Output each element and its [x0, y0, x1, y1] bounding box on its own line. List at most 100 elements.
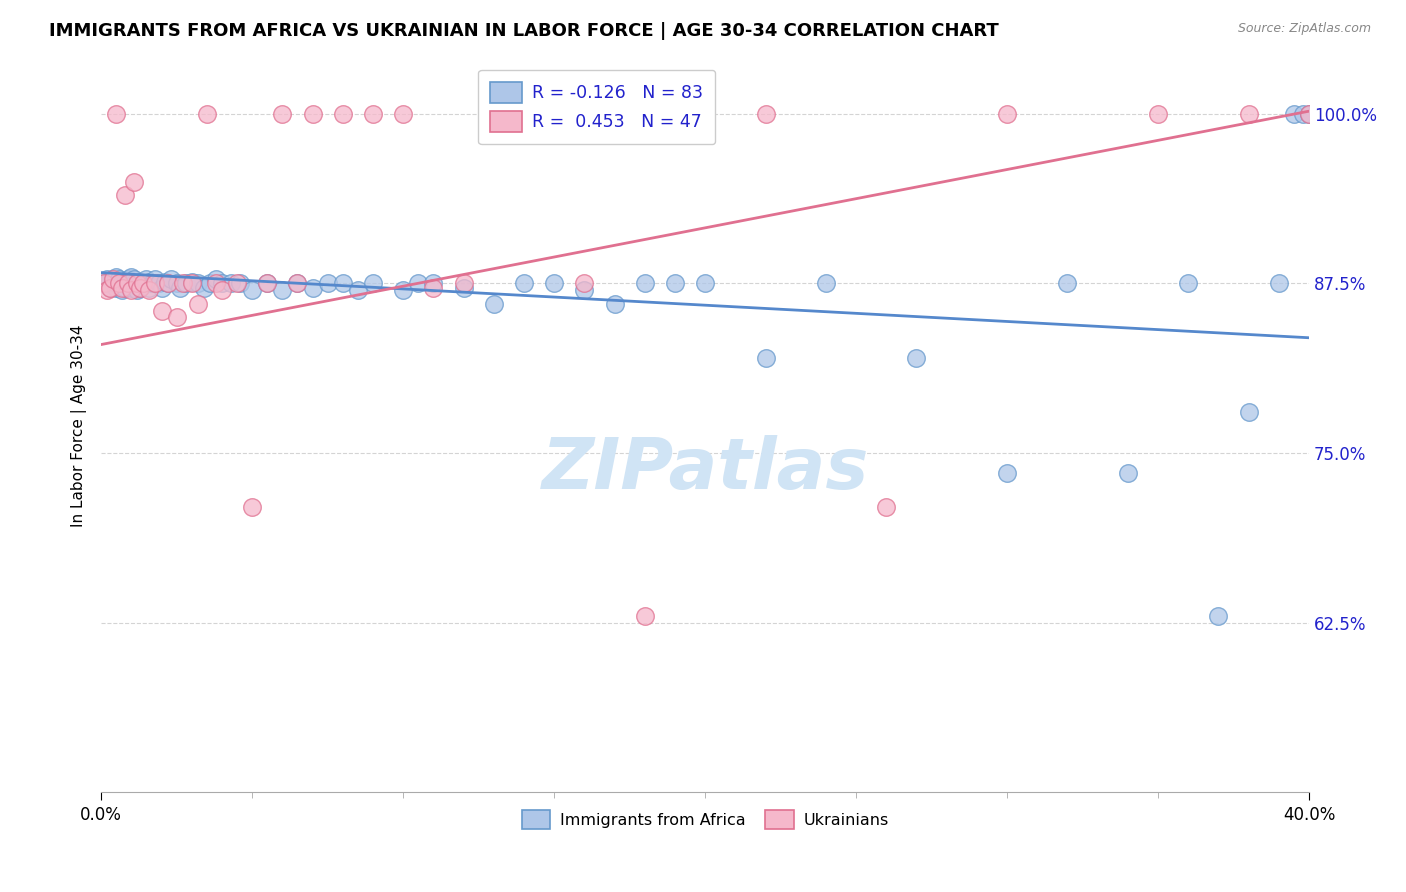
Point: [153, 275, 176, 289]
Point: [93, 277, 115, 291]
Point: [108, 277, 131, 291]
Point: [180, 277, 202, 291]
Point: [875, 500, 897, 515]
Point: [124, 272, 146, 286]
Point: [132, 277, 155, 291]
Point: [127, 277, 149, 291]
Point: [195, 107, 218, 121]
Point: [543, 277, 565, 291]
Point: [634, 608, 657, 623]
Point: [219, 277, 242, 291]
Point: [664, 277, 686, 291]
Point: [98, 280, 121, 294]
Point: [145, 277, 167, 291]
Point: [1237, 405, 1260, 419]
Point: [754, 107, 776, 121]
Point: [180, 275, 202, 289]
Point: [124, 277, 146, 291]
Point: [96, 283, 118, 297]
Point: [93, 277, 115, 291]
Point: [120, 269, 142, 284]
Point: [141, 277, 163, 291]
Point: [453, 280, 475, 294]
Point: [108, 272, 131, 286]
Point: [129, 275, 152, 289]
Point: [187, 277, 209, 291]
Point: [120, 280, 142, 294]
Point: [814, 277, 837, 291]
Point: [120, 283, 142, 297]
Point: [166, 310, 188, 325]
Y-axis label: In Labor Force | Age 30-34: In Labor Force | Age 30-34: [72, 325, 87, 527]
Point: [574, 277, 596, 291]
Point: [1056, 277, 1078, 291]
Point: [193, 280, 215, 294]
Point: [543, 107, 565, 121]
Point: [105, 277, 128, 291]
Point: [603, 297, 626, 311]
Point: [634, 277, 657, 291]
Point: [361, 107, 384, 121]
Point: [301, 107, 323, 121]
Point: [482, 297, 505, 311]
Point: [96, 272, 118, 286]
Point: [995, 107, 1018, 121]
Point: [169, 280, 191, 294]
Point: [135, 277, 157, 291]
Point: [111, 277, 134, 291]
Text: ZIPatlas: ZIPatlas: [541, 435, 869, 504]
Point: [111, 280, 134, 294]
Point: [117, 272, 139, 286]
Point: [103, 272, 125, 286]
Point: [211, 283, 233, 297]
Point: [135, 272, 157, 286]
Point: [129, 280, 152, 294]
Point: [392, 107, 415, 121]
Point: [1237, 107, 1260, 121]
Point: [406, 277, 429, 291]
Point: [117, 277, 139, 291]
Point: [422, 280, 444, 294]
Point: [105, 107, 128, 121]
Point: [205, 272, 228, 286]
Point: [301, 280, 323, 294]
Point: [111, 283, 134, 297]
Point: [156, 277, 179, 291]
Point: [1298, 107, 1320, 121]
Text: IMMIGRANTS FROM AFRICA VS UKRAINIAN IN LABOR FORCE | AGE 30-34 CORRELATION CHART: IMMIGRANTS FROM AFRICA VS UKRAINIAN IN L…: [49, 22, 998, 40]
Point: [287, 277, 309, 291]
Point: [574, 283, 596, 297]
Point: [145, 272, 167, 286]
Point: [114, 275, 136, 289]
Point: [316, 277, 339, 291]
Point: [905, 351, 928, 365]
Point: [754, 351, 776, 365]
Point: [138, 275, 160, 289]
Point: [271, 107, 294, 121]
Point: [114, 280, 136, 294]
Point: [1116, 467, 1139, 481]
Point: [120, 277, 142, 291]
Point: [150, 303, 173, 318]
Point: [256, 277, 278, 291]
Point: [1177, 277, 1199, 291]
Point: [138, 280, 160, 294]
Point: [693, 277, 716, 291]
Point: [127, 277, 149, 291]
Point: [138, 283, 160, 297]
Point: [361, 277, 384, 291]
Point: [332, 107, 354, 121]
Point: [995, 467, 1018, 481]
Point: [127, 283, 149, 297]
Point: [103, 277, 125, 291]
Point: [392, 283, 415, 297]
Point: [105, 280, 128, 294]
Legend: Immigrants from Africa, Ukrainians: Immigrants from Africa, Ukrainians: [516, 804, 894, 836]
Point: [1147, 107, 1170, 121]
Point: [174, 277, 197, 291]
Point: [256, 277, 278, 291]
Point: [187, 297, 209, 311]
Point: [1292, 107, 1315, 121]
Point: [226, 277, 249, 291]
Point: [124, 175, 146, 189]
